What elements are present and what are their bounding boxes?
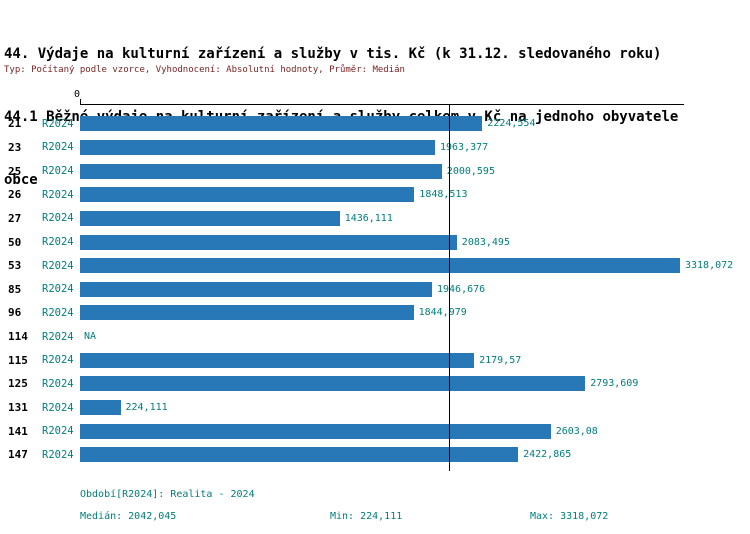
bar[interactable]	[80, 352, 475, 368]
chart-row: 141 R2024 2603,08	[0, 419, 750, 443]
bar-value-label: 2083,495	[461, 236, 510, 248]
row-period-label: R2024	[42, 283, 74, 296]
bar[interactable]	[80, 210, 340, 226]
bar-value-label: 2000,595	[446, 165, 495, 177]
row-category-label: 53	[8, 259, 22, 273]
chart-row: 23 R2024 1963,377	[0, 136, 750, 160]
row-period-label: R2024	[42, 354, 74, 367]
report-title-line3: obce	[4, 172, 38, 188]
chart-row: 115 R2024 2179,57	[0, 348, 750, 372]
chart-row: 25 R2024 2000,595	[0, 159, 750, 183]
chart-row: 26 R2024 1848,513	[0, 183, 750, 207]
bar-value-label: 2422,865	[523, 449, 572, 461]
bar[interactable]	[80, 234, 457, 250]
bar[interactable]	[80, 376, 586, 392]
bar-value-label: 1848,513	[419, 189, 468, 201]
report-title-line1: 44. Výdaje na kulturní zařízení a služby…	[4, 46, 662, 62]
chart-rows: 21 R2024 2224,554 23 R2024 1963,377 25 R2024 200…	[0, 112, 750, 467]
row-category-label: 115	[8, 353, 28, 367]
bar[interactable]	[80, 423, 551, 439]
row-period-label: R2024	[42, 425, 74, 438]
row-category-label: 26	[8, 188, 22, 202]
period-label: Období[R2024]: Realita - 2024	[80, 489, 255, 500]
row-category-label: 147	[8, 448, 28, 462]
bar[interactable]	[80, 163, 442, 179]
chart-row: 131 R2024 224,111	[0, 396, 750, 420]
bar-value-label: 2603,08	[555, 425, 598, 437]
row-category-label: 85	[8, 282, 22, 296]
row-category-label: 21	[8, 117, 22, 131]
bar-value-label: NA	[84, 331, 97, 343]
bar[interactable]	[80, 399, 121, 415]
row-category-label: 131	[8, 401, 28, 414]
row-period-label: R2024	[42, 259, 74, 272]
bar[interactable]	[80, 116, 483, 132]
bar-value-label: 1946,676	[437, 283, 486, 295]
x-axis-zero-label: 0	[74, 89, 81, 100]
bar-value-label: 2179,57	[479, 354, 522, 366]
chart-row: 21 R2024 2224,554	[0, 112, 750, 136]
chart-row: 85 R2024 1946,676	[0, 277, 750, 301]
row-category-label: 23	[8, 140, 22, 154]
bar[interactable]	[80, 305, 414, 321]
median-stat: Medián: 2042,045	[80, 511, 177, 522]
chart-row: 27 R2024 1436,111	[0, 207, 750, 231]
bar-value-label: 3318,072	[685, 260, 734, 272]
x-axis-tick	[80, 99, 81, 105]
bar[interactable]	[80, 187, 415, 203]
bar-value-label: 1844,979	[418, 307, 467, 319]
bar-value-label: 2793,609	[590, 378, 639, 390]
chart-row: 114 R2024 NA	[0, 325, 750, 349]
row-period-label: R2024	[42, 141, 74, 154]
bar-value-label: 2224,554	[487, 118, 536, 130]
row-period-label: R2024	[42, 330, 74, 343]
bar[interactable]	[80, 447, 519, 463]
row-period-label: R2024	[42, 165, 74, 178]
chart-row: 96 R2024 1844,979	[0, 301, 750, 325]
row-period-label: R2024	[42, 306, 74, 319]
median-line	[449, 104, 451, 471]
chart-row: 53 R2024 3318,072	[0, 254, 750, 278]
bar[interactable]	[80, 139, 435, 155]
bar-value-label: 1436,111	[344, 212, 393, 224]
row-period-label: R2024	[42, 401, 74, 414]
bar[interactable]	[80, 258, 680, 274]
row-category-label: 125	[8, 377, 28, 391]
bar[interactable]	[80, 281, 432, 297]
row-category-label: 50	[8, 235, 22, 249]
chart-row: 50 R2024 2083,495	[0, 230, 750, 254]
row-category-label: 114	[8, 330, 28, 344]
row-category-label: 27	[8, 211, 22, 225]
row-category-label: 96	[8, 306, 22, 320]
bar-value-label: 224,111	[125, 402, 168, 413]
x-axis-line	[80, 104, 684, 105]
max-stat: Max: 3318,072	[530, 511, 609, 522]
report-subtitle: Typ: Počítaný podle vzorce, Vyhodnocení:…	[4, 65, 405, 75]
chart-row: 147 R2024 2422,865	[0, 443, 750, 467]
min-stat: Min: 224,111	[330, 511, 403, 522]
chart-row: 125 R2024 2793,609	[0, 372, 750, 396]
row-period-label: R2024	[42, 236, 74, 249]
row-category-label: 141	[8, 424, 28, 438]
row-period-label: R2024	[42, 377, 74, 390]
bar-value-label: 1963,377	[440, 141, 489, 153]
row-period-label: R2024	[42, 117, 74, 130]
row-period-label: R2024	[42, 448, 74, 461]
row-period-label: R2024	[42, 188, 74, 201]
row-period-label: R2024	[42, 212, 74, 225]
row-category-label: 25	[8, 164, 22, 178]
